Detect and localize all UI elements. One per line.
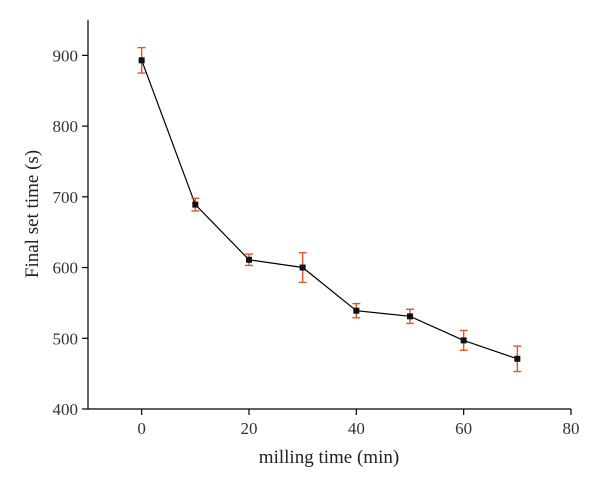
y-tick-label: 800 — [53, 117, 79, 136]
data-point — [514, 355, 521, 362]
y-tick-label: 600 — [53, 259, 79, 278]
y-axis-title: Final set time (s) — [22, 150, 43, 278]
y-tick-label: 500 — [53, 329, 79, 348]
data-point — [299, 264, 306, 271]
data-series — [137, 46, 522, 373]
series-line — [141, 60, 518, 360]
y-tick-label: 700 — [53, 188, 79, 207]
y-tick-label: 400 — [53, 400, 79, 419]
data-point — [246, 256, 252, 263]
x-tick-label: 20 — [241, 419, 258, 438]
x-tick-label: 60 — [455, 419, 472, 438]
y-ticks: 400 500 600 700 800 900 — [53, 46, 88, 419]
data-point — [460, 337, 467, 344]
data-point — [138, 57, 145, 64]
data-point — [407, 313, 413, 320]
axes — [87, 20, 571, 410]
data-point — [353, 307, 360, 314]
x-tick-label: 0 — [137, 419, 146, 438]
x-tick-label: 80 — [563, 419, 580, 438]
x-ticks: 0 20 40 60 80 — [137, 409, 580, 438]
data-point — [192, 201, 199, 208]
y-tick-label: 900 — [53, 46, 79, 65]
x-axis-title: milling time (min) — [259, 447, 399, 468]
x-tick-label: 40 — [348, 419, 365, 438]
